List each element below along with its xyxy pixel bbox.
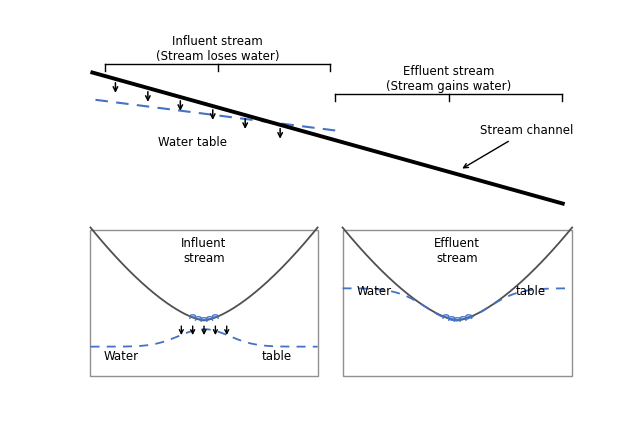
Text: Water table: Water table bbox=[158, 136, 227, 149]
Text: Water: Water bbox=[104, 350, 139, 363]
Text: Water: Water bbox=[356, 285, 392, 298]
Text: Stream channel: Stream channel bbox=[464, 124, 573, 168]
Text: Effluent stream
(Stream gains water): Effluent stream (Stream gains water) bbox=[386, 65, 511, 93]
Text: Influent
stream: Influent stream bbox=[182, 237, 227, 265]
Text: Effluent
stream: Effluent stream bbox=[434, 237, 480, 265]
Text: table: table bbox=[516, 285, 546, 298]
Text: table: table bbox=[261, 350, 292, 363]
Text: Influent stream
(Stream loses water): Influent stream (Stream loses water) bbox=[156, 35, 279, 63]
Bar bbox=[343, 230, 572, 376]
Bar bbox=[90, 230, 317, 376]
